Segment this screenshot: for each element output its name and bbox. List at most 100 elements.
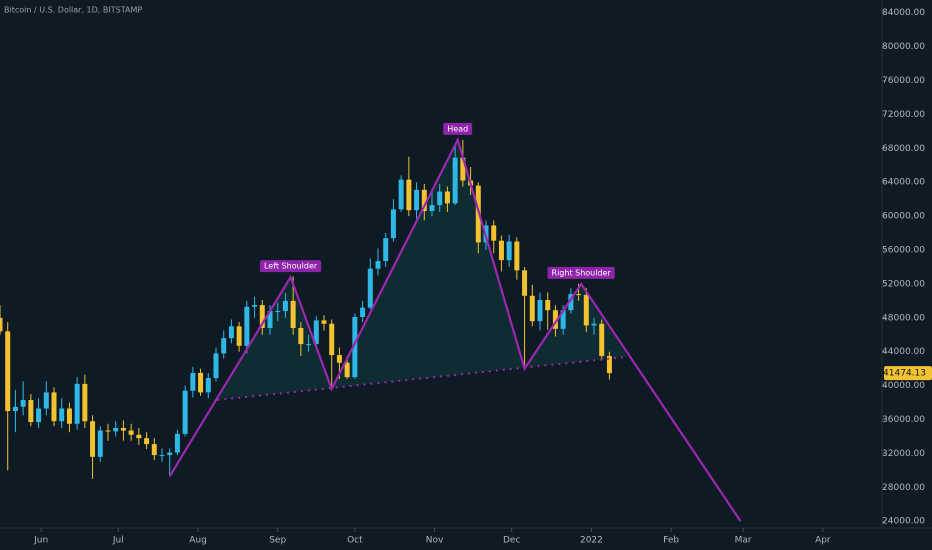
candle-body — [244, 306, 250, 346]
annotation: Left Shoulder — [264, 262, 318, 271]
candle-body — [444, 191, 450, 204]
candle-body — [352, 316, 358, 378]
candle-body — [74, 383, 80, 424]
candle-body — [390, 209, 396, 239]
x-tick-label: Nov — [426, 536, 444, 546]
candle-body — [221, 338, 227, 354]
candle-body — [275, 311, 281, 313]
candle-body — [136, 434, 142, 439]
x-tick-label: Oct — [347, 536, 363, 546]
x-tick-label: Sep — [269, 536, 286, 546]
x-tick-label: Jul — [112, 536, 124, 546]
y-tick-label: 24000.00 — [882, 517, 925, 527]
candle-body — [336, 355, 342, 363]
candle-body — [82, 383, 88, 422]
candle-body — [290, 300, 296, 328]
candle-body — [560, 310, 566, 329]
candle-body — [174, 433, 180, 453]
candle-body — [591, 323, 597, 326]
y-tick-label: 84000.00 — [882, 8, 925, 18]
candle-body — [198, 372, 204, 393]
candle-body — [236, 326, 242, 346]
candle-body — [522, 270, 528, 296]
candle-body — [344, 362, 350, 378]
candle-body — [360, 307, 366, 317]
candle-body — [529, 295, 535, 322]
candle-body — [599, 323, 605, 356]
candle-body — [0, 317, 3, 332]
candle-body — [437, 191, 443, 206]
chart-title: Bitcoin / U.S. Dollar, 1D, BITSTAMP — [4, 6, 142, 15]
candle-body — [5, 331, 11, 412]
candle-body — [321, 320, 327, 324]
candle-body — [36, 408, 42, 423]
candle-body — [252, 305, 258, 307]
annotation: Head — [447, 124, 468, 133]
candle-body — [20, 400, 26, 407]
price-tag-box — [884, 366, 932, 381]
y-tick-label: 28000.00 — [882, 483, 925, 493]
candle-body — [367, 268, 373, 308]
candle-body — [151, 444, 157, 456]
candle-body — [59, 408, 65, 422]
annotation-box — [547, 266, 615, 279]
candle-body — [28, 400, 34, 423]
candle-body — [537, 300, 543, 322]
candle-body — [66, 408, 72, 424]
y-tick-label: 56000.00 — [882, 246, 925, 256]
x-tick-label: Mar — [735, 536, 752, 546]
candle-body — [375, 261, 381, 269]
candle-body — [414, 189, 420, 211]
candle-body — [568, 294, 574, 311]
candle-body — [105, 430, 111, 432]
candle-body — [406, 179, 412, 211]
pattern-fill — [217, 139, 628, 401]
candle-body — [452, 157, 458, 204]
y-tick-label: 40000.00 — [882, 381, 925, 391]
candle-body — [128, 430, 134, 435]
candle-body — [213, 353, 219, 378]
candle-body — [259, 305, 265, 328]
candle-body — [298, 327, 304, 345]
candle-body — [383, 238, 389, 262]
x-tick-label: 2022 — [580, 536, 603, 546]
candle-body — [190, 372, 196, 391]
x-tick-label: Feb — [663, 536, 679, 546]
candle-body — [329, 323, 335, 356]
candle-body — [576, 294, 582, 296]
annotation-box — [443, 122, 473, 135]
candle-body — [167, 452, 173, 456]
y-tick-label: 68000.00 — [882, 144, 925, 154]
candle-body — [113, 427, 119, 432]
candle-body — [545, 300, 551, 311]
candle-body — [90, 421, 96, 457]
candle-body — [97, 430, 103, 457]
candle-body — [43, 392, 49, 409]
y-tick-label: 48000.00 — [882, 313, 925, 323]
candle-body — [506, 241, 512, 261]
x-tick-label: Dec — [503, 536, 520, 546]
candle-body — [606, 355, 612, 374]
candle-body — [552, 310, 558, 329]
candle-body — [491, 225, 497, 241]
candle-body — [205, 377, 211, 393]
pattern-line — [168, 136, 742, 522]
candle-body — [313, 320, 319, 345]
candle-body — [51, 392, 57, 422]
y-tick-label: 32000.00 — [882, 449, 925, 459]
candle-body — [12, 406, 18, 412]
x-tick-label: Apr — [815, 536, 831, 546]
y-tick-label: 80000.00 — [882, 42, 925, 52]
candle-body — [460, 157, 466, 181]
candle-body — [398, 179, 404, 210]
y-tick-label: 64000.00 — [882, 178, 925, 188]
x-tick-label: Jun — [33, 536, 48, 546]
candle-body — [228, 326, 234, 339]
candle-body — [421, 189, 427, 212]
x-tick-label: Aug — [189, 536, 207, 546]
neckline — [217, 355, 628, 402]
price-tag: 41474.13 — [883, 369, 926, 379]
annotation: Right Shoulder — [552, 268, 612, 277]
